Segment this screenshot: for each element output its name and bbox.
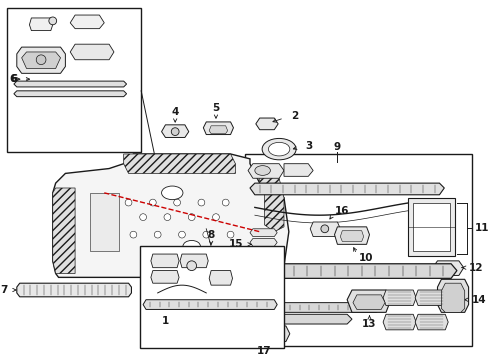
Text: 1: 1 <box>162 316 169 326</box>
Ellipse shape <box>161 186 183 200</box>
Text: 9: 9 <box>333 142 340 152</box>
Polygon shape <box>340 231 363 242</box>
Text: 13: 13 <box>362 319 376 329</box>
Polygon shape <box>255 118 278 130</box>
Polygon shape <box>17 47 65 73</box>
Ellipse shape <box>262 139 296 160</box>
Text: 11: 11 <box>473 223 488 233</box>
Text: 2: 2 <box>290 111 297 121</box>
Polygon shape <box>352 295 384 310</box>
Polygon shape <box>209 126 227 134</box>
Circle shape <box>173 199 180 206</box>
Circle shape <box>193 248 200 255</box>
Polygon shape <box>241 264 456 278</box>
Polygon shape <box>151 254 179 267</box>
Text: 6: 6 <box>10 74 17 84</box>
Polygon shape <box>382 314 415 330</box>
Circle shape <box>212 214 219 221</box>
Polygon shape <box>14 81 126 87</box>
Circle shape <box>186 261 196 271</box>
Polygon shape <box>309 222 340 237</box>
Polygon shape <box>249 183 444 195</box>
Circle shape <box>36 55 46 64</box>
Circle shape <box>149 199 156 206</box>
Polygon shape <box>161 125 188 138</box>
Circle shape <box>222 199 228 206</box>
Circle shape <box>171 128 179 135</box>
Polygon shape <box>382 290 415 306</box>
Polygon shape <box>441 283 464 312</box>
Bar <box>244 154 470 346</box>
Polygon shape <box>284 164 312 176</box>
Polygon shape <box>242 314 351 324</box>
Bar <box>412 203 449 251</box>
Polygon shape <box>346 290 390 312</box>
Text: 3: 3 <box>305 141 312 151</box>
Polygon shape <box>151 271 179 283</box>
Circle shape <box>203 231 209 238</box>
Polygon shape <box>180 254 208 267</box>
Circle shape <box>198 199 204 206</box>
Circle shape <box>188 214 195 221</box>
Text: 4: 4 <box>171 107 179 117</box>
Circle shape <box>227 231 233 238</box>
Circle shape <box>207 260 214 267</box>
Circle shape <box>178 231 185 238</box>
Polygon shape <box>203 122 233 135</box>
Polygon shape <box>29 18 53 31</box>
Polygon shape <box>432 261 463 275</box>
Circle shape <box>125 199 132 206</box>
Circle shape <box>159 260 165 267</box>
Text: 7: 7 <box>0 285 8 295</box>
Text: 6: 6 <box>9 74 16 84</box>
Circle shape <box>168 248 175 255</box>
Circle shape <box>130 231 137 238</box>
Polygon shape <box>249 248 277 256</box>
Polygon shape <box>123 154 235 174</box>
Polygon shape <box>249 239 277 246</box>
Circle shape <box>183 260 190 267</box>
Text: 5: 5 <box>212 103 219 113</box>
Polygon shape <box>242 303 380 312</box>
Polygon shape <box>414 290 447 306</box>
Text: 8: 8 <box>207 230 214 240</box>
Text: 12: 12 <box>468 263 482 273</box>
Circle shape <box>140 214 146 221</box>
Circle shape <box>217 248 224 255</box>
Text: 16: 16 <box>334 206 348 216</box>
Polygon shape <box>14 91 126 96</box>
Ellipse shape <box>254 166 270 175</box>
Circle shape <box>144 248 151 255</box>
Circle shape <box>154 231 161 238</box>
Circle shape <box>49 17 57 25</box>
Polygon shape <box>70 44 114 60</box>
Polygon shape <box>259 168 284 232</box>
Text: 14: 14 <box>470 295 485 305</box>
Circle shape <box>320 225 328 233</box>
Polygon shape <box>437 279 468 312</box>
Polygon shape <box>247 164 284 178</box>
Circle shape <box>163 214 170 221</box>
Polygon shape <box>70 15 104 29</box>
Polygon shape <box>143 300 277 310</box>
Text: 15: 15 <box>228 239 243 249</box>
Polygon shape <box>245 326 289 342</box>
Polygon shape <box>53 154 288 277</box>
Polygon shape <box>243 280 276 300</box>
Polygon shape <box>414 314 447 330</box>
Polygon shape <box>209 271 232 285</box>
Polygon shape <box>21 52 61 68</box>
Text: 10: 10 <box>358 253 372 263</box>
Ellipse shape <box>183 240 200 252</box>
Polygon shape <box>334 227 369 244</box>
Polygon shape <box>53 188 75 274</box>
Bar <box>140 246 284 348</box>
Bar <box>89 193 119 251</box>
Bar <box>7 8 141 152</box>
Polygon shape <box>249 229 277 237</box>
Bar <box>407 198 454 256</box>
Text: 17: 17 <box>257 346 271 356</box>
Ellipse shape <box>268 142 289 156</box>
Polygon shape <box>17 283 131 297</box>
